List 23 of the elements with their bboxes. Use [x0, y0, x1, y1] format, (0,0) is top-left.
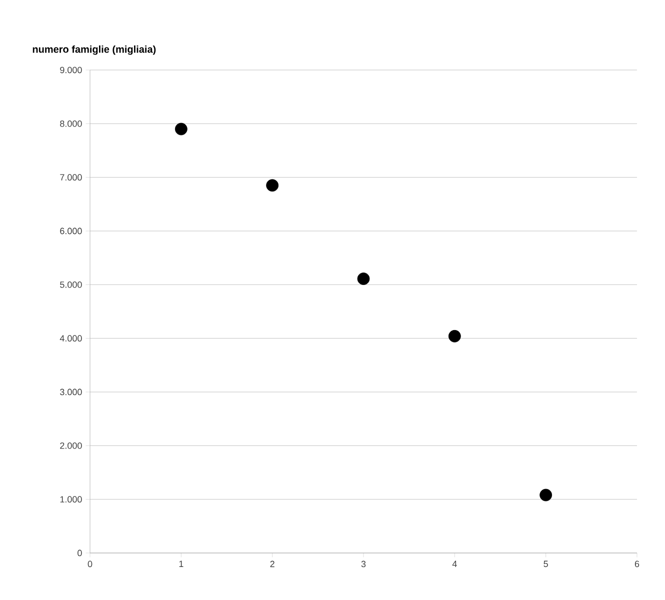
- y-tick-label: 4.000: [60, 335, 82, 342]
- point: [540, 488, 552, 502]
- y-tick-label: 5.000: [60, 281, 82, 288]
- y-tick-label: 1.000: [60, 496, 82, 503]
- y-axis-title: numero famiglie (migliaia): [32, 45, 156, 55]
- point: [266, 179, 279, 192]
- x-tick-label: 6: [634, 560, 640, 568]
- x-tick-label: 0: [88, 560, 92, 568]
- x-tick-label: 4: [452, 560, 457, 567]
- x-tick-label: 2: [270, 560, 274, 568]
- y-tick-label: 9.000: [60, 66, 82, 74]
- y-tick-label: 8.000: [60, 120, 82, 127]
- x-tick-label: 1: [179, 560, 184, 567]
- y-tick-label: 7.000: [60, 174, 82, 181]
- x-tick-label: 5: [544, 560, 548, 568]
- y-tick-label: 0: [78, 550, 82, 556]
- x-tick-label: 3: [361, 560, 366, 568]
- y-tick-label: 6.000: [60, 228, 82, 234]
- point: [357, 272, 370, 285]
- point: [448, 330, 461, 342]
- y-tick-label: 2.000: [60, 442, 82, 449]
- y-tick-label: 3.000: [60, 388, 82, 396]
- point: [174, 122, 188, 136]
